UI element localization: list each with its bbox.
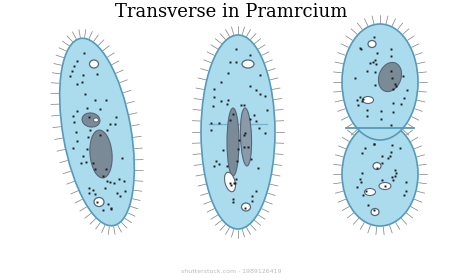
Ellipse shape	[82, 113, 100, 127]
Ellipse shape	[90, 60, 98, 68]
Ellipse shape	[201, 35, 275, 229]
Ellipse shape	[240, 108, 252, 166]
Ellipse shape	[365, 188, 376, 195]
Ellipse shape	[342, 24, 418, 140]
Ellipse shape	[368, 41, 376, 48]
Ellipse shape	[378, 62, 401, 92]
Ellipse shape	[242, 60, 254, 68]
Ellipse shape	[373, 162, 381, 169]
Ellipse shape	[93, 118, 98, 122]
Text: Transverse in Pramrcium: Transverse in Pramrcium	[115, 3, 347, 21]
Text: shutterstock.com · 1989126419: shutterstock.com · 1989126419	[181, 269, 281, 274]
Ellipse shape	[342, 122, 418, 226]
Ellipse shape	[379, 183, 391, 190]
Ellipse shape	[363, 97, 373, 104]
Ellipse shape	[60, 38, 134, 226]
Ellipse shape	[371, 209, 379, 216]
Ellipse shape	[90, 130, 112, 178]
Ellipse shape	[94, 197, 104, 207]
Ellipse shape	[242, 203, 250, 211]
Ellipse shape	[227, 108, 239, 176]
Ellipse shape	[225, 172, 236, 192]
